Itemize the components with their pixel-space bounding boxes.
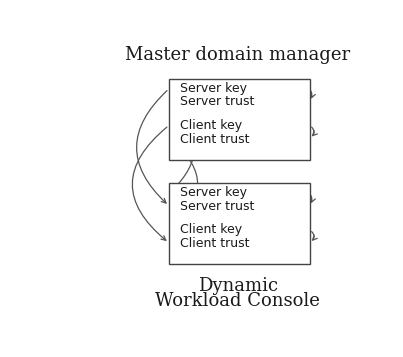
FancyArrowPatch shape <box>171 141 197 228</box>
Text: Master domain manager: Master domain manager <box>125 46 350 64</box>
FancyArrowPatch shape <box>171 104 195 191</box>
FancyArrowPatch shape <box>311 196 315 202</box>
FancyArrowPatch shape <box>311 91 315 98</box>
Text: Client trust: Client trust <box>180 132 249 146</box>
Text: Client trust: Client trust <box>180 237 249 250</box>
Text: Client key: Client key <box>180 119 242 132</box>
Text: Workload Console: Workload Console <box>155 292 320 310</box>
FancyArrowPatch shape <box>132 127 167 240</box>
Text: Server trust: Server trust <box>180 95 254 109</box>
Text: Server trust: Server trust <box>180 200 254 213</box>
Text: Client key: Client key <box>180 223 242 236</box>
Text: Server key: Server key <box>180 186 247 199</box>
Text: Dynamic: Dynamic <box>198 277 278 295</box>
Text: Server key: Server key <box>180 82 247 95</box>
FancyArrowPatch shape <box>312 127 317 136</box>
Bar <box>169 79 310 160</box>
FancyArrowPatch shape <box>312 232 317 240</box>
Bar <box>169 183 310 264</box>
FancyArrowPatch shape <box>137 91 167 203</box>
